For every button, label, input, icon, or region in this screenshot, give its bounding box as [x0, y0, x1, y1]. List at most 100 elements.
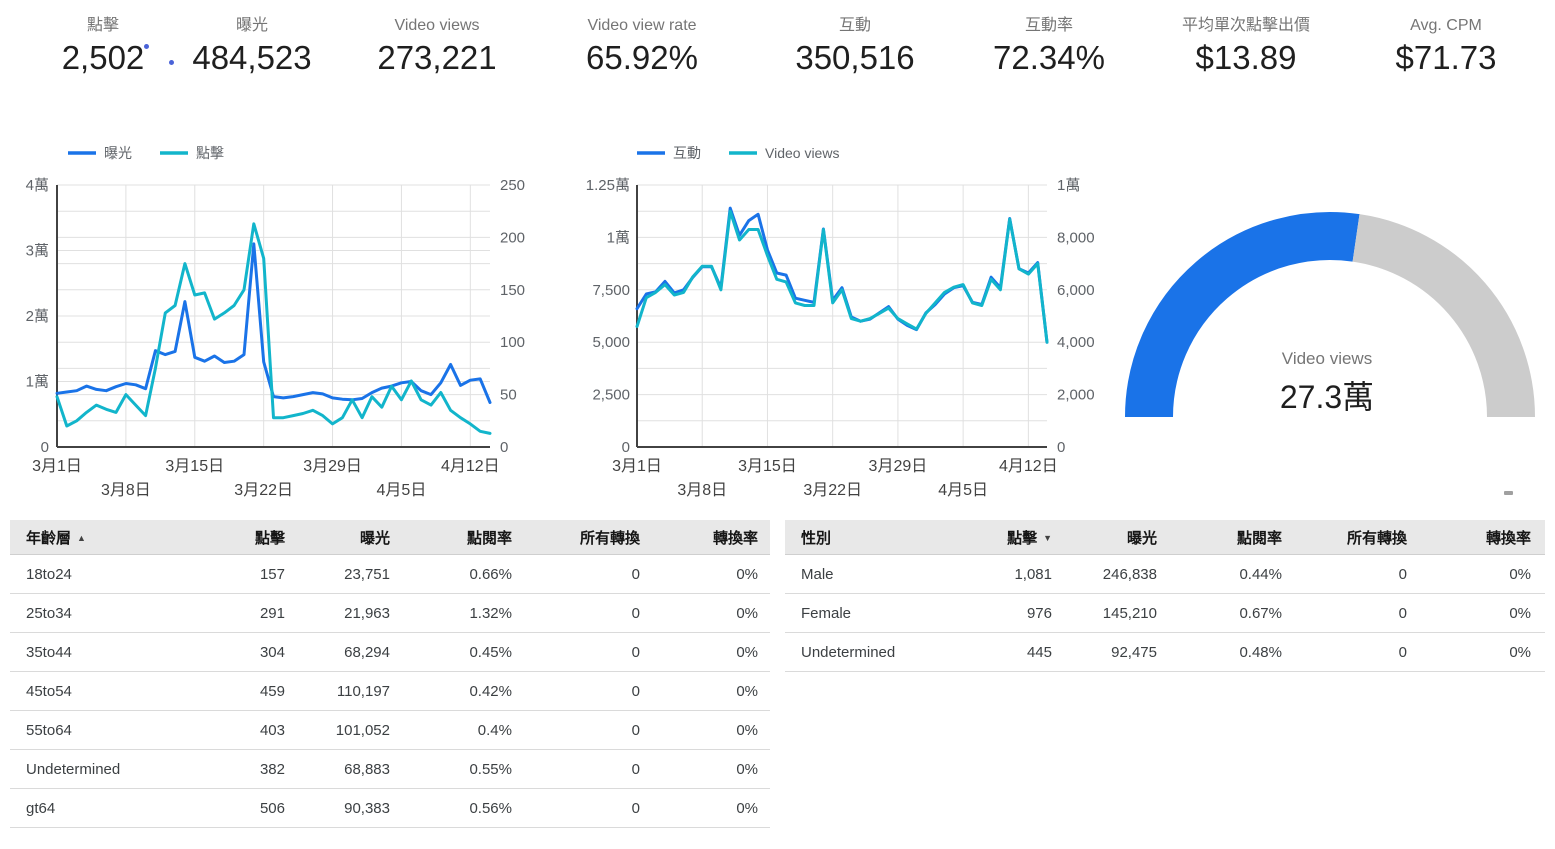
metric-cell: 0%	[640, 710, 770, 750]
right-axis-tick: 0	[1057, 439, 1065, 456]
scorecard-label: 點擊	[86, 17, 119, 34]
legend-label: Video views	[765, 145, 839, 161]
scorecard: 互動 350,516	[795, 16, 914, 77]
scorecard: 平均單次點擊出價 $13.89	[1182, 16, 1310, 77]
x-axis-tick: 4月12日	[441, 458, 500, 475]
metric-cell: 506	[180, 788, 285, 828]
metric-cell: 157	[180, 554, 285, 594]
column-header[interactable]: 點擊	[180, 520, 285, 555]
age-table: 年齡層 ▲ 點擊 曝光 點閱率 所有轉換 轉換率 18to24 157 23,751 0.66% 0 0…	[10, 520, 770, 828]
legend-item[interactable]: 點擊	[160, 145, 224, 161]
dimension-cell: Female	[785, 593, 945, 633]
metric-cell: 90,383	[285, 788, 390, 828]
table-row: Male 1,081 246,838 0.44% 0 0%	[785, 554, 1545, 594]
metric-cell: 92,475	[1052, 632, 1157, 672]
metric-cell: 68,294	[285, 632, 390, 672]
column-header[interactable]: 點擊 ▼	[945, 520, 1052, 555]
metric-cell: 0	[1282, 593, 1407, 633]
metric-cell: 0	[512, 749, 640, 789]
table-row: 35to44 304 68,294 0.45% 0 0%	[10, 632, 770, 672]
legend-item[interactable]: Video views	[729, 145, 839, 161]
metric-cell: 0%	[1407, 593, 1545, 633]
scorecard-value: 484,523	[192, 39, 312, 76]
gender-table: 性別 點擊 ▼ 曝光 點閱率 所有轉換 轉換率 Male 1,081 246,838 0.44% 0 0…	[785, 520, 1545, 672]
metric-cell: 0.48%	[1157, 632, 1282, 672]
metric-cell: 976	[945, 593, 1052, 633]
scorecard-value: 273,221	[377, 39, 497, 76]
metric-cell: 291	[180, 593, 285, 633]
table-row: Undetermined 445 92,475 0.48% 0 0%	[785, 632, 1545, 672]
engagement-videoviews-chart[interactable]: 0 2,500 5,000 7,500 1萬 1.25萬 0 2,000 4,000 6,000 8…	[560, 135, 1110, 515]
column-header[interactable]: 點閱率	[390, 520, 512, 555]
scorecard-value: $13.89	[1195, 39, 1297, 76]
series-line	[55, 222, 492, 435]
table-row: 25to34 291 21,963 1.32% 0 0%	[10, 593, 770, 633]
column-header[interactable]: 點閱率	[1157, 520, 1282, 555]
metric-cell: 0	[512, 632, 640, 672]
legend-label: 互動	[673, 145, 701, 161]
metric-cell: 0%	[640, 632, 770, 672]
note-dot	[169, 60, 174, 65]
scorecard-label: 互動率	[1024, 17, 1073, 34]
legend-label: 點擊	[196, 145, 224, 161]
left-axis-tick: 2萬	[26, 308, 49, 325]
x-axis-tick: 4月12日	[999, 458, 1058, 475]
legend-item[interactable]: 曝光	[68, 145, 132, 161]
metric-cell: 1.32%	[390, 593, 512, 633]
dimension-cell: Male	[785, 554, 945, 594]
x-axis-tick: 3月1日	[32, 458, 82, 475]
column-header[interactable]: 轉換率	[1407, 520, 1545, 555]
metric-cell: 0	[512, 554, 640, 594]
table-row: Undetermined 382 68,883 0.55% 0 0%	[10, 749, 770, 789]
x-axis-tick: 4月5日	[938, 482, 988, 499]
series-line	[635, 206, 1049, 344]
impressions-clicks-chart[interactable]: 0 1萬 2萬 3萬 4萬 0 50 100 150 200 250 3月1日 3月8日 3月15日 3月2…	[0, 135, 545, 515]
metric-cell: 0.42%	[390, 671, 512, 711]
metric-cell: 101,052	[285, 710, 390, 750]
metric-cell: 23,751	[285, 554, 390, 594]
metric-cell: 0%	[640, 554, 770, 594]
metric-cell: 0	[512, 710, 640, 750]
scorecard-label: 平均單次點擊出價	[1181, 17, 1311, 34]
metric-cell: 0.4%	[390, 710, 512, 750]
right-axis-tick: 6,000	[1057, 282, 1095, 299]
series-line	[55, 242, 492, 404]
metric-cell: 459	[180, 671, 285, 711]
dimension-cell: 25to34	[10, 593, 180, 633]
x-axis-tick: 3月29日	[869, 458, 928, 475]
column-header[interactable]: 年齡層 ▲	[10, 520, 180, 555]
dimension-cell: 55to64	[10, 710, 180, 750]
column-header[interactable]: 所有轉換	[512, 520, 640, 555]
metric-cell: 304	[180, 632, 285, 672]
video-views-gauge[interactable]	[1100, 185, 1555, 435]
left-axis-tick: 2,500	[592, 387, 630, 404]
scorecard-value: 65.92%	[586, 39, 698, 76]
dimension-cell: Undetermined	[785, 632, 945, 672]
metric-cell: 0.67%	[1157, 593, 1282, 633]
column-header[interactable]: 轉換率	[640, 520, 770, 555]
dimension-cell: Undetermined	[10, 749, 180, 789]
gauge-track-arc	[1352, 214, 1535, 418]
metric-cell: 0	[512, 671, 640, 711]
right-axis-tick: 200	[500, 229, 525, 246]
dimension-cell: gt64	[10, 788, 180, 828]
scorecard-label: 曝光	[235, 17, 269, 34]
x-axis-tick: 3月15日	[165, 458, 224, 475]
right-axis-tick: 0	[500, 439, 508, 456]
x-axis-tick: 3月22日	[234, 482, 293, 499]
column-header[interactable]: 曝光	[285, 520, 390, 555]
metric-cell: 403	[180, 710, 285, 750]
metric-cell: 0%	[640, 749, 770, 789]
metric-cell: 382	[180, 749, 285, 789]
gauge-label: Video views	[1281, 349, 1373, 368]
column-header[interactable]: 曝光	[1052, 520, 1157, 555]
column-header[interactable]: 所有轉換	[1282, 520, 1407, 555]
legend-item[interactable]: 互動	[637, 145, 701, 161]
note-dot	[144, 44, 149, 49]
right-axis-tick: 250	[500, 177, 525, 194]
scorecard-value: $71.73	[1395, 39, 1497, 76]
scorecard: 互動率 72.34%	[993, 16, 1105, 77]
column-header[interactable]: 性別	[785, 520, 945, 555]
gauge-value: 27.3萬	[1279, 379, 1375, 415]
